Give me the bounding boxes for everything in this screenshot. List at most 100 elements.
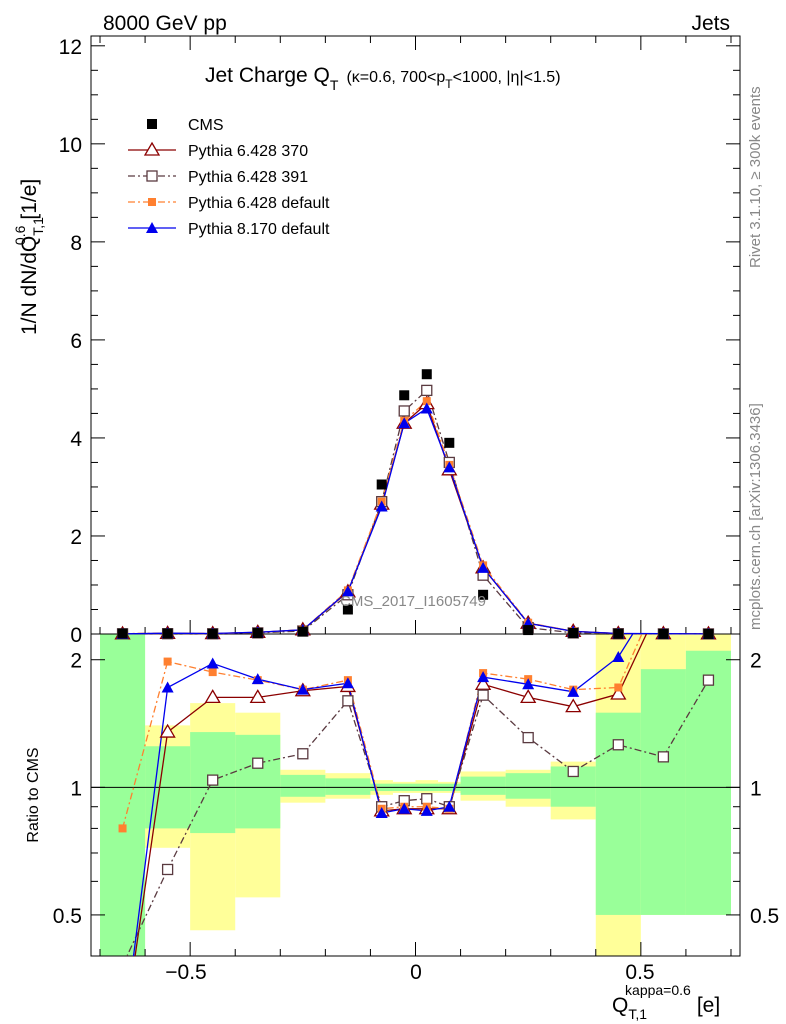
ratio-point-p391 — [477, 689, 489, 701]
ratio-point-p391 — [252, 757, 264, 769]
ratio-point-p8 — [612, 650, 625, 662]
point-p8 — [420, 402, 433, 414]
series-line-p8 — [122, 407, 709, 635]
x-label-text: Q — [612, 994, 628, 1017]
ratio-point-p370 — [204, 689, 221, 704]
point-cms — [444, 437, 455, 448]
y-tick-label-main: 0 — [70, 624, 82, 647]
legend-label-p8: Pythia 8.170 default — [188, 221, 330, 238]
ratio-y-tick-label-left: 0.5 — [53, 905, 82, 928]
point-cms — [658, 628, 669, 639]
ratio-panel-series — [118, 634, 715, 956]
legend-marker-cms — [147, 119, 157, 129]
ratio-point-p391 — [297, 748, 309, 760]
point-cms — [376, 479, 387, 490]
ratio-point-p8 — [567, 685, 580, 697]
y-tick-label-main: 12 — [59, 36, 82, 59]
y-label-main-text: 1/N dN/dQ — [18, 236, 41, 335]
ratio-point-pdef — [163, 657, 172, 666]
ratio-point-p8 — [251, 673, 264, 685]
title-main: Jet Charge Q — [205, 64, 330, 87]
legend-marker-p8 — [146, 222, 158, 233]
point-cms — [162, 628, 173, 639]
legend-marker-p391 — [146, 170, 158, 182]
ratio-point-p8 — [161, 681, 174, 693]
ratio-point-p391 — [567, 765, 579, 778]
x-tick-label-1: 0 — [410, 961, 422, 984]
title-main-sub: T — [330, 77, 339, 93]
mcplots-label: mcplots.cern.ch [arXiv:1306.3436] — [747, 403, 764, 630]
ratio-y-tick-label-right: 0.5 — [750, 905, 779, 928]
x-axis-label: QT,1 kappa=0.6 [e] — [612, 982, 720, 1022]
y-tick-label-main: 8 — [70, 232, 82, 255]
ratio-point-p391 — [207, 774, 219, 786]
ratio-point-pdef — [208, 668, 217, 677]
ratio-point-p370 — [610, 685, 627, 700]
ratio-point-p8 — [477, 671, 490, 683]
point-p8 — [341, 585, 354, 597]
ratio-point-p370 — [520, 689, 537, 704]
point-cms — [252, 628, 263, 639]
y-axis-label-main: 1/N dN/dQT,10.6 [1/e] — [12, 179, 46, 335]
point-p8 — [443, 461, 456, 473]
band-inner — [280, 774, 326, 797]
point-cms — [703, 628, 714, 639]
x-tick-label-0: −0.5 — [165, 961, 206, 984]
band-inner — [685, 650, 731, 915]
point-cms — [117, 628, 128, 639]
ratio-point-p8 — [296, 683, 309, 695]
point-p391 — [421, 384, 433, 397]
point-p8 — [375, 500, 388, 512]
band-inner — [640, 669, 686, 915]
point-cms — [342, 604, 353, 615]
band-inner — [100, 634, 146, 956]
y-label-main-sub: T,1 — [30, 217, 46, 236]
ratio-point-p8 — [522, 678, 535, 690]
ratio-line-pdef — [121, 634, 643, 829]
series-line-p391 — [122, 389, 709, 635]
legend: CMS Pythia 6.428 370 Pythia 6.428 391 Py… — [128, 117, 330, 238]
ratio-point-p8 — [398, 802, 411, 814]
ratio-point-p370 — [249, 689, 266, 704]
point-p8 — [477, 561, 490, 573]
ratio-y-tick-label-right: 1 — [750, 777, 762, 800]
point-pdef — [422, 397, 431, 406]
legend-label-p391: Pythia 6.428 391 — [188, 169, 308, 186]
title-cond-a: (κ=0.6, 700<p — [346, 69, 445, 86]
header-right: Jets — [691, 12, 730, 35]
legend-marker-p370 — [143, 141, 161, 156]
point-cms — [478, 589, 489, 600]
x-label-sub: T,1 — [628, 1006, 647, 1022]
point-cms — [568, 628, 579, 639]
ratio-point-p8 — [420, 804, 433, 816]
point-cms — [421, 369, 432, 380]
point-cms — [399, 390, 410, 401]
analysis-watermark: CMS_2017_I1605749 — [340, 593, 486, 610]
header-left: 8000 GeV pp — [103, 12, 227, 35]
title-cond-b: <1000, |η|<1.5) — [453, 69, 561, 86]
ratio-y-tick-label-left: 2 — [70, 650, 82, 673]
ratio-point-p8 — [375, 806, 388, 818]
band-inner — [235, 734, 281, 829]
ratio-point-p8 — [443, 800, 456, 812]
main-panel-series — [114, 369, 717, 640]
y-tick-label-main: 6 — [70, 330, 82, 353]
band-inner — [505, 773, 551, 799]
band-inner — [460, 776, 506, 795]
y-tick-label-main: 10 — [59, 134, 82, 157]
ratio-point-p370 — [565, 698, 582, 713]
y-label-main-sup: 0.6 — [12, 225, 28, 245]
legend-label-cms: CMS — [188, 117, 224, 134]
point-cms — [613, 628, 624, 639]
ratio-point-p391 — [612, 739, 624, 751]
band-inner — [325, 778, 371, 795]
y-label-main-unit: [1/e] — [18, 179, 41, 220]
ratio-y-tick-label-left: 1 — [70, 777, 82, 800]
ratio-point-pdef — [614, 683, 623, 692]
ratio-point-p8 — [341, 677, 354, 689]
ratio-point-p391 — [161, 863, 174, 876]
ratio-point-p391 — [657, 751, 670, 763]
rivet-label: Rivet 3.1.10, ≥ 300k events — [747, 86, 764, 268]
y-tick-label-main: 4 — [70, 428, 82, 451]
